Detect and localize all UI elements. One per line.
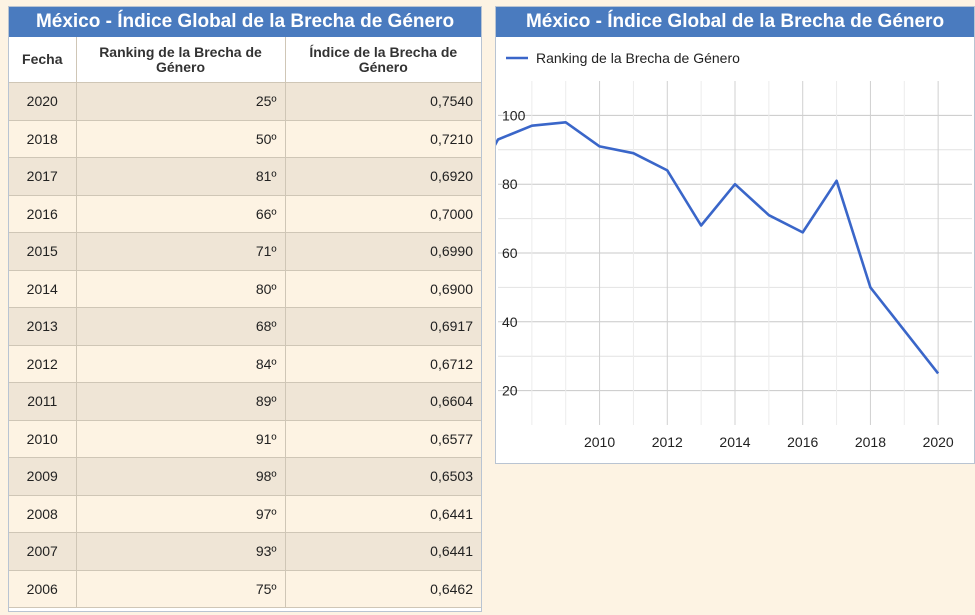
cell-ranking: 71º — [76, 232, 286, 271]
table-row: 2013 68º 0,6917 — [9, 307, 481, 346]
cell-ranking: 80º — [76, 270, 286, 308]
cell-indice: 0,6917 — [285, 307, 481, 346]
cell-indice: 0,6441 — [285, 495, 481, 533]
cell-year: 2006 — [9, 570, 77, 608]
table-row: 2008 97º 0,6441 — [9, 495, 481, 533]
column-header-indice[interactable]: Índice de la Brecha de Género — [285, 37, 481, 83]
cell-year: 2011 — [9, 382, 77, 421]
ranking-line-chart: 20 40 60 80 100 2010 2012 2014 2016 2018 2020 Ranki… — [496, 50, 972, 450]
cell-indice: 0,6920 — [285, 157, 481, 196]
cell-year: 2014 — [9, 270, 77, 308]
cell-indice: 0,6503 — [285, 457, 481, 496]
table-row: 2020 25º 0,7540 — [9, 82, 481, 121]
cell-year: 2012 — [9, 345, 77, 383]
y-tick-label: 20 — [502, 383, 518, 399]
table-title: México - Índice Global de la Brecha de G… — [9, 7, 481, 37]
cell-ranking: 75º — [76, 570, 286, 608]
cell-indice: 0,7000 — [285, 195, 481, 233]
cell-ranking: 66º — [76, 195, 286, 233]
cell-year: 2017 — [9, 157, 77, 196]
x-tick-label: 2014 — [719, 434, 750, 450]
column-header-ranking[interactable]: Ranking de la Brecha de Género — [76, 37, 286, 83]
chart-title: México - Índice Global de la Brecha de G… — [496, 7, 974, 37]
ranking-table-panel: México - Índice Global de la Brecha de G… — [8, 6, 482, 612]
y-tick-label: 40 — [502, 314, 518, 330]
table-row: 2007 93º 0,6441 — [9, 532, 481, 571]
cell-year: 2018 — [9, 120, 77, 158]
table-row: 2011 89º 0,6604 — [9, 382, 481, 421]
y-tick-label: 60 — [502, 245, 518, 261]
cell-ranking: 89º — [76, 382, 286, 421]
table-row: 2015 71º 0,6990 — [9, 232, 481, 271]
table-row: 2009 98º 0,6503 — [9, 457, 481, 496]
table-row: 2016 66º 0,7000 — [9, 195, 481, 233]
cell-ranking: 93º — [76, 532, 286, 571]
column-header-fecha[interactable]: Fecha — [9, 37, 77, 83]
table-row: 2006 75º 0,6462 — [9, 570, 481, 608]
cell-year: 2015 — [9, 232, 77, 271]
cell-year: 2020 — [9, 82, 77, 121]
cell-year: 2010 — [9, 420, 77, 458]
x-tick-label: 2010 — [584, 434, 615, 450]
cell-ranking: 98º — [76, 457, 286, 496]
table-row: 2014 80º 0,6900 — [9, 270, 481, 308]
cell-year: 2008 — [9, 495, 77, 533]
cell-ranking: 81º — [76, 157, 286, 196]
cell-indice: 0,6577 — [285, 420, 481, 458]
x-tick-label: 2018 — [855, 434, 886, 450]
cell-ranking: 84º — [76, 345, 286, 383]
cell-year: 2013 — [9, 307, 77, 346]
cell-year: 2007 — [9, 532, 77, 571]
cell-ranking: 25º — [76, 82, 286, 121]
ranking-chart-panel: México - Índice Global de la Brecha de G… — [495, 6, 975, 464]
table-header-row: Fecha Ranking de la Brecha de Género Índ… — [9, 37, 481, 83]
table-row: 2018 50º 0,7210 — [9, 120, 481, 158]
cell-indice: 0,6441 — [285, 532, 481, 571]
legend-label: Ranking de la Brecha de Género — [536, 50, 740, 66]
table-row: 2012 84º 0,6712 — [9, 345, 481, 383]
x-tick-label: 2012 — [652, 434, 683, 450]
y-tick-label: 80 — [502, 176, 518, 192]
cell-indice: 0,6990 — [285, 232, 481, 271]
cell-indice: 0,6712 — [285, 345, 481, 383]
ranking-table: Fecha Ranking de la Brecha de Género Índ… — [9, 37, 481, 608]
cell-indice: 0,6462 — [285, 570, 481, 608]
cell-indice: 0,7540 — [285, 82, 481, 121]
cell-year: 2009 — [9, 457, 77, 496]
cell-ranking: 50º — [76, 120, 286, 158]
cell-indice: 0,6900 — [285, 270, 481, 308]
cell-ranking: 91º — [76, 420, 286, 458]
cell-ranking: 68º — [76, 307, 286, 346]
cell-indice: 0,6604 — [285, 382, 481, 421]
x-tick-label: 2020 — [923, 434, 954, 450]
x-tick-label: 2016 — [787, 434, 818, 450]
series-line — [496, 121, 940, 375]
cell-ranking: 97º — [76, 495, 286, 533]
cell-year: 2016 — [9, 195, 77, 233]
y-tick-label: 100 — [502, 107, 526, 123]
table-row: 2010 91º 0,6577 — [9, 420, 481, 458]
table-row: 2017 81º 0,6920 — [9, 157, 481, 196]
cell-indice: 0,7210 — [285, 120, 481, 158]
